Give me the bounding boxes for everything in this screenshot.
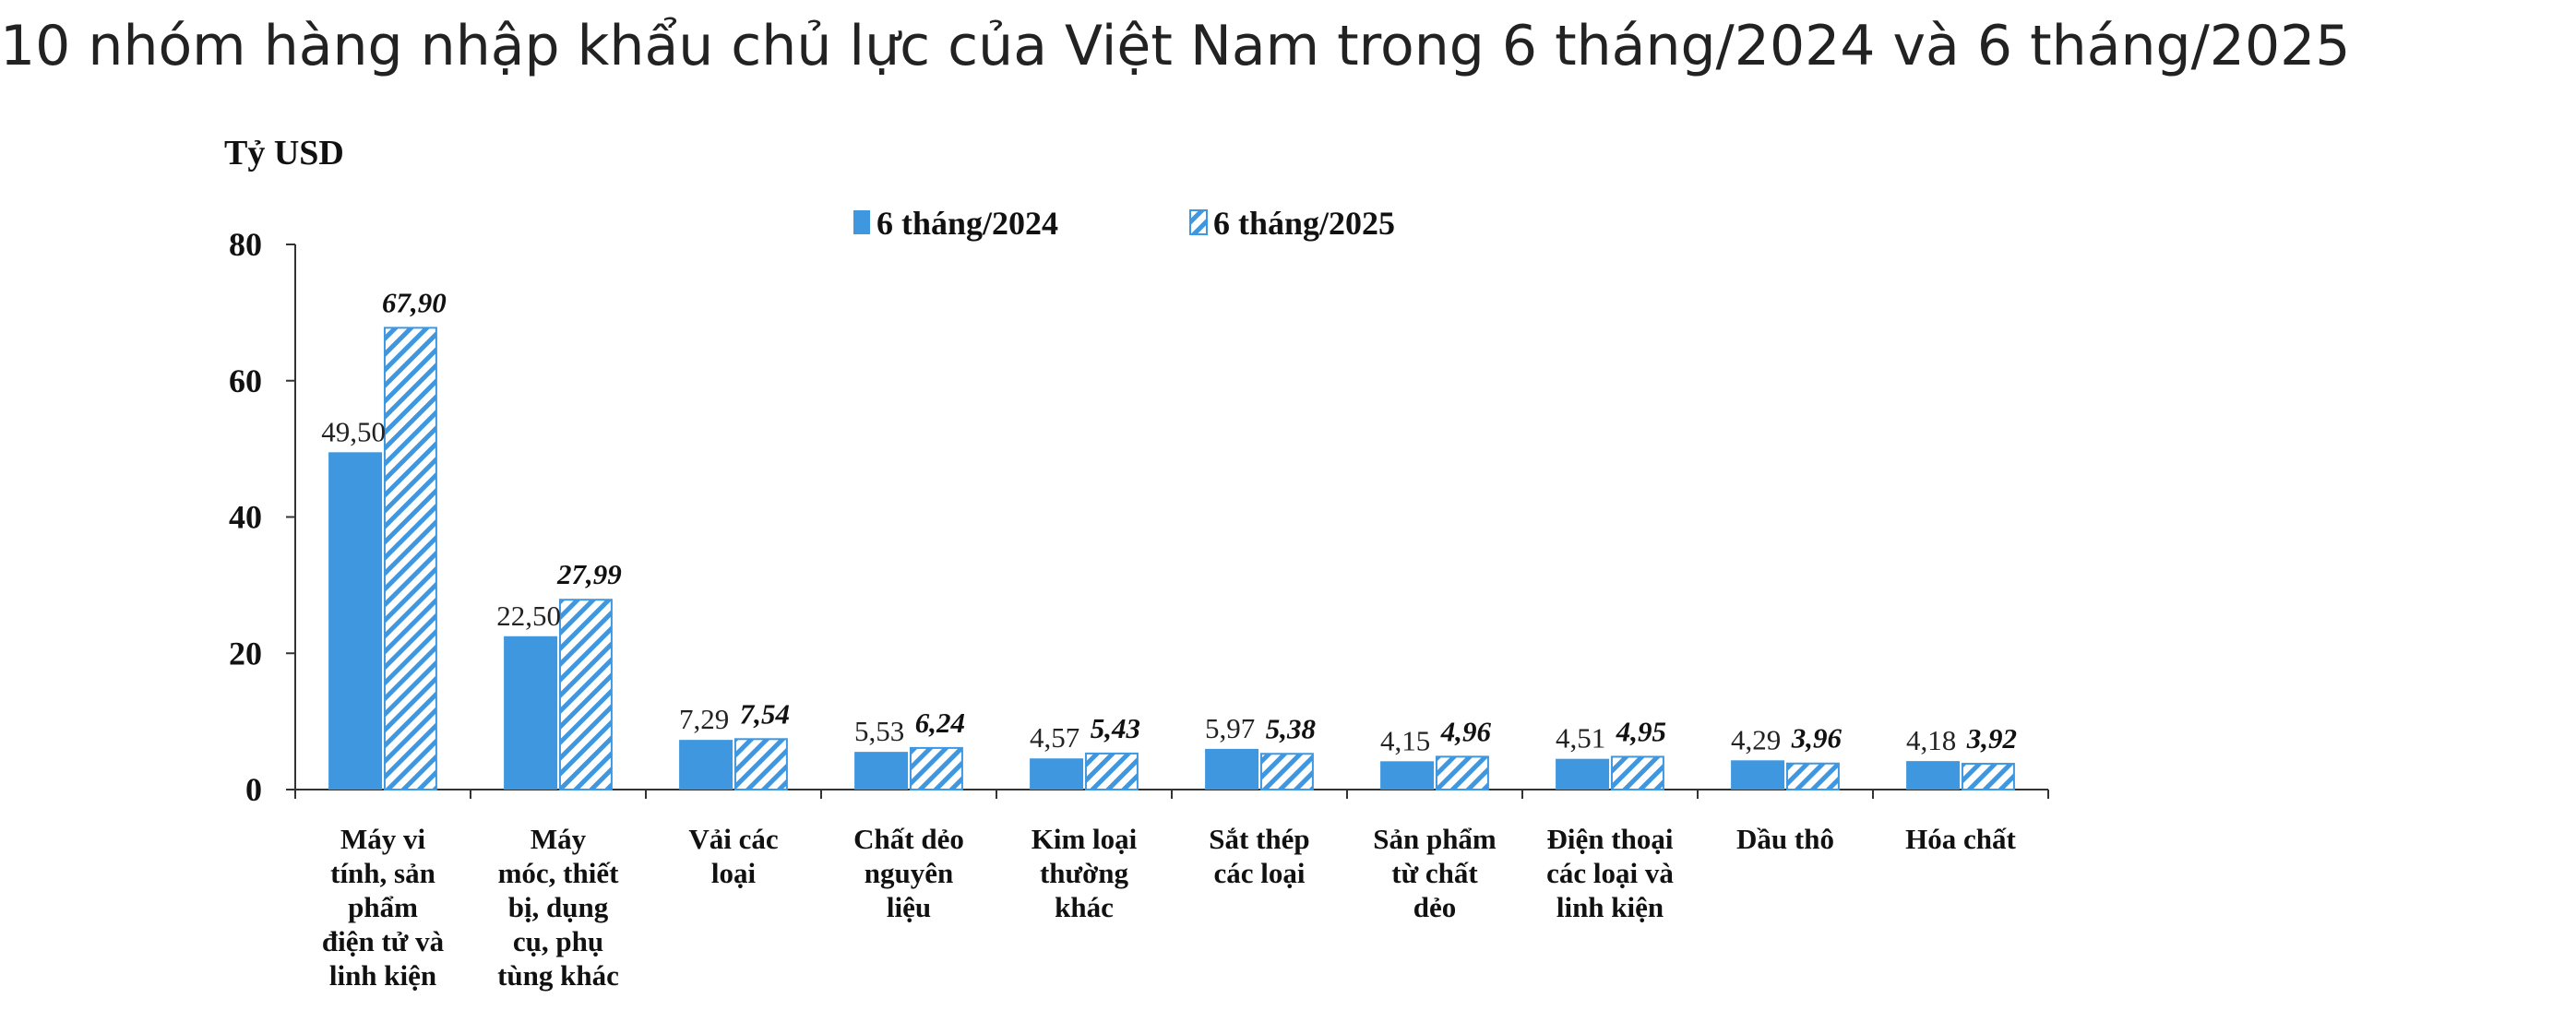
x-tick-label: Sắt thép các loại [1209,823,1309,889]
y-tick-label: 40 [229,499,262,536]
x-tick-label-line: các loại [1214,857,1306,889]
data-label-2024: 7,29 [679,703,729,735]
x-tick-label-line: Sắt thép [1209,823,1309,855]
x-tick-label: Vải các loại [688,823,778,889]
x-tick-label: Dầu thô [1736,823,1834,855]
x-tick-label-line: thường [1040,857,1129,889]
bar-2024 [1556,758,1610,790]
category-labels-group: Máy vi tính, sản phẩm điện tử và linh kiệnMá… [322,823,2017,992]
data-label-2024: 4,15 [1380,724,1430,756]
data-label-2024: 5,53 [854,715,904,747]
x-tick-label-line: phẩm [348,891,418,923]
x-tick-label-line: khác [1055,891,1114,923]
data-label-2025: 7,54 [740,697,790,730]
bar-2025 [383,327,437,790]
x-tick-label: Sản phẩm từ chất dẻo [1373,823,1497,923]
bar-2025 [909,746,963,790]
x-tick-label-line: Chất dẻo [853,823,964,855]
x-tick-label-line: Điện thoại [1547,823,1674,855]
bar-2025 [1961,763,2015,791]
data-label-2025: 67,90 [382,286,447,318]
data-label-2024: 22,50 [496,600,561,632]
data-label-2025: 4,96 [1440,715,1492,747]
data-label-2025: 4,95 [1616,715,1666,747]
x-tick-label-line: móc, thiết [498,857,620,889]
legend-label-2024: 6 tháng/2024 [877,205,1058,242]
x-tick-label: Kim loại thường khác [1032,823,1138,923]
bar-2024 [1731,760,1785,790]
bar-2024 [1030,758,1084,790]
x-tick-label-line: linh kiện [329,959,436,992]
bar-2025 [1084,752,1139,790]
x-tick-label-line: Dầu thô [1736,823,1834,855]
x-tick-label-line: Vải các [688,823,778,855]
x-tick-label-line: cụ, phụ [513,925,603,957]
x-tick-label-line: Sản phẩm [1373,823,1497,855]
x-tick-label-line: Kim loại [1032,823,1138,855]
x-tick-label: Máy vi tính, sản phẩm điện tử và linh kiện [322,823,445,992]
y-tick-label: 20 [229,635,262,671]
x-tick-label-line: loại [711,857,757,889]
data-label-2025: 5,38 [1266,712,1317,744]
y-axis-unit-label: Tỷ USD [224,134,344,172]
page-title: 10 nhóm hàng nhập khẩu chủ lực của Việt … [0,14,2351,78]
bars-group [328,327,2015,791]
bar-2024 [1906,761,1961,790]
legend-label-2025: 6 tháng/2025 [1213,205,1395,242]
bar-2025 [1785,762,1840,790]
data-label-2024: 5,97 [1205,712,1255,744]
x-tick-label-line: Máy vi [340,823,426,855]
bar-2024 [1380,761,1435,790]
data-label-2024: 4,18 [1906,724,1956,756]
bar-2024 [328,452,383,790]
x-tick-label-line: tùng khác [497,959,619,992]
bar-2025 [733,738,788,791]
bar-2025 [558,599,613,790]
bar-2025 [1259,753,1314,790]
bar-2025 [1610,755,1664,791]
legend: 6 tháng/2024 6 tháng/2025 [853,205,1395,242]
bar-2024 [1205,748,1259,790]
data-label-2025: 27,99 [556,558,622,590]
legend-swatch-2024 [853,210,870,234]
x-tick-label-line: liệu [887,891,931,923]
x-tick-label-line: Máy [531,823,587,855]
data-label-2025: 3,92 [1966,722,2017,755]
y-tick-label: 60 [229,362,262,399]
bar-2024 [504,636,558,790]
x-tick-label: Hóa chất [1905,823,2016,855]
data-label-2025: 5,43 [1091,712,1140,744]
x-tick-label-line: Hóa chất [1905,823,2016,855]
x-tick-label: Chất dẻo nguyên liệu [853,823,964,923]
y-tick-label: 0 [245,771,262,808]
x-tick-label-line: các loại và [1546,857,1674,889]
x-tick-label-line: điện tử và [322,925,445,957]
y-tick-label: 80 [229,226,262,263]
bar-2025 [1435,755,1489,790]
data-label-2024: 49,50 [321,415,386,447]
data-label-2024: 4,51 [1556,722,1605,755]
bar-2024 [679,740,733,790]
x-tick-label: Điện thoại các loại và linh kiện [1546,823,1674,923]
x-tick-label: Máy móc, thiết bị, dụng cụ, phụ tùng khác [497,823,619,992]
legend-swatch-2025 [1189,209,1208,235]
value-labels-group: 49,50 67,90 22,50 27,99 7,29 7,54 5,53 6,24 4,57… [321,286,2017,756]
bar-2024 [854,752,909,790]
data-label-2024: 4,57 [1030,721,1079,754]
x-tick-label-line: linh kiện [1556,891,1664,923]
x-tick-label-line: dẻo [1413,891,1457,923]
x-tick-label-line: nguyên [865,857,953,889]
x-tick-label-line: tính, sản [330,857,435,889]
data-label-2025: 6,24 [915,707,965,739]
x-tick-label-line: bị, dụng [508,891,609,923]
x-tick-label-line: từ chất [1391,857,1478,889]
data-label-2024: 4,29 [1731,723,1781,755]
data-label-2025: 3,96 [1791,722,1843,755]
